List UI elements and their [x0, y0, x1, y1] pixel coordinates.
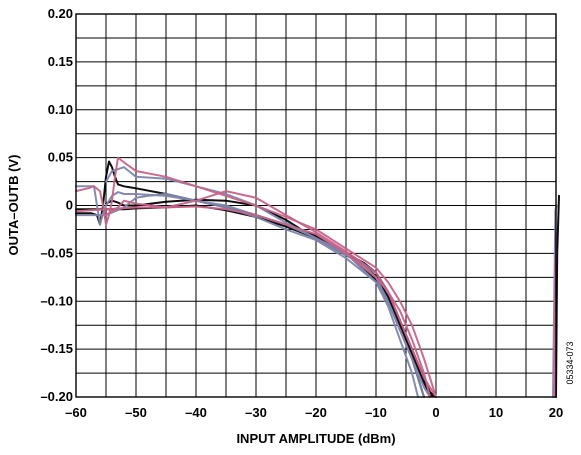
- grid-layer: [76, 14, 556, 397]
- x-tick-label: –30: [245, 405, 267, 420]
- tick-label-layer: –60 –50 –40 –30 –20 –10 0 10 20 0.20 0.15 0.10 0.05 0…: [40, 6, 563, 420]
- x-tick-label: 0: [432, 405, 439, 420]
- y-tick-label: 0.10: [48, 102, 73, 117]
- series-line-6: [75, 193, 431, 398]
- x-tick-label: 20: [549, 405, 563, 420]
- x-axis-title: INPUT AMPLITUDE (dBm): [236, 431, 395, 446]
- y-tick-label: 0.15: [48, 54, 73, 69]
- figure-code-annotation: 05334-073: [565, 341, 575, 384]
- y-tick-label: –0.20: [40, 389, 73, 404]
- x-tick-label: –50: [125, 405, 147, 420]
- series-line-7: [105, 166, 419, 398]
- x-tick-label: –60: [65, 405, 87, 420]
- plot-frame: [75, 13, 557, 398]
- y-tick-label: –0.15: [40, 341, 73, 356]
- x-tick-label: –10: [365, 405, 387, 420]
- y-tick-label: 0.05: [48, 150, 73, 165]
- y-tick-label: 0.20: [48, 6, 73, 21]
- x-tick-label: –20: [305, 405, 327, 420]
- series-line-10: [105, 190, 431, 398]
- y-tick-label: –0.05: [40, 245, 73, 260]
- series-line-5: [75, 185, 425, 398]
- y-tick-label: 0: [66, 198, 73, 213]
- y-tick-label: –0.10: [40, 293, 73, 308]
- x-tick-label: –40: [185, 405, 207, 420]
- series-line-11: [75, 205, 437, 398]
- y-axis-title: OUTA–OUTB (V): [6, 155, 21, 256]
- x-tick-label: 10: [489, 405, 503, 420]
